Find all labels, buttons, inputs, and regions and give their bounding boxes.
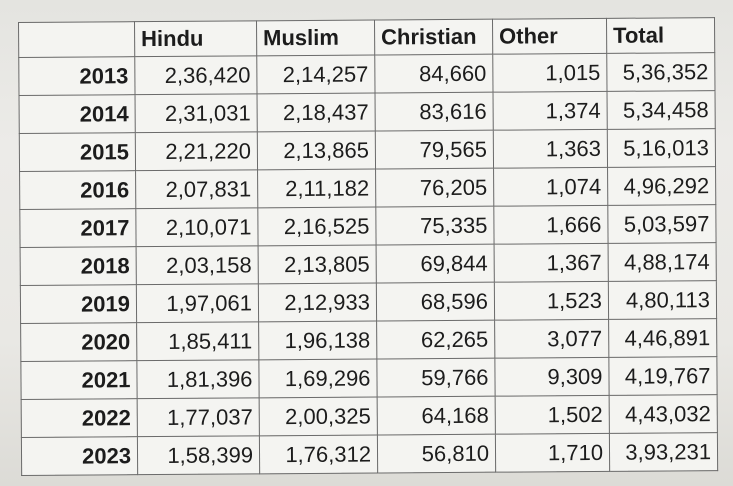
table-row: 2015 2,21,220 2,13,865 79,565 1,363 5,16,013 — [19, 128, 716, 172]
cell-total[interactable]: 4,43,032 — [609, 394, 718, 434]
cell-muslim[interactable]: 1,76,312 — [259, 435, 378, 474]
table-row: 2019 1,97,061 2,12,933 68,596 1,523 4,80,113 — [20, 280, 717, 324]
cell-christian[interactable]: 59,766 — [376, 358, 496, 398]
header-row: Hindu Muslim Christian Other Total — [18, 17, 715, 58]
cell-total[interactable]: 5,16,013 — [607, 128, 716, 168]
column-header-muslim[interactable]: Muslim — [256, 20, 375, 56]
table-body: 2013 2,36,420 2,14,257 84,660 1,015 5,36,352 2… — [18, 52, 718, 476]
table-row: 2022 1,77,037 2,00,325 64,168 1,502 4,43,032 — [21, 394, 718, 438]
cell-other[interactable]: 1,666 — [493, 205, 609, 245]
cell-hindu[interactable]: 1,85,411 — [136, 321, 259, 361]
cell-other[interactable]: 1,363 — [493, 129, 608, 169]
table-row: 2016 2,07,831 2,11,182 76,205 1,074 4,96,292 — [19, 166, 716, 210]
cell-other[interactable]: 1,374 — [493, 91, 608, 131]
row-header-year[interactable]: 2023 — [21, 436, 138, 476]
cell-other[interactable]: 1,074 — [493, 167, 608, 207]
cell-muslim[interactable]: 1,69,296 — [258, 359, 378, 398]
cell-muslim[interactable]: 2,00,325 — [259, 397, 378, 436]
cell-christian[interactable]: 62,265 — [376, 320, 495, 360]
cell-hindu[interactable]: 1,81,396 — [136, 359, 260, 399]
cell-total[interactable]: 4,80,113 — [608, 280, 717, 320]
cell-christian[interactable]: 76,205 — [375, 168, 494, 208]
cell-muslim[interactable]: 2,11,182 — [257, 169, 376, 208]
cell-total[interactable]: 3,93,231 — [609, 432, 718, 472]
row-header-year[interactable]: 2022 — [21, 398, 138, 438]
cell-other[interactable]: 1,015 — [492, 53, 607, 93]
cell-hindu[interactable]: 2,03,158 — [136, 245, 259, 285]
cell-christian[interactable]: 83,616 — [375, 92, 494, 132]
cell-muslim[interactable]: 1,96,138 — [258, 321, 377, 360]
cell-total[interactable]: 5,03,597 — [607, 204, 717, 244]
row-header-year[interactable]: 2020 — [20, 322, 137, 362]
table-row: 2013 2,36,420 2,14,257 84,660 1,015 5,36,352 — [18, 52, 715, 96]
cell-muslim[interactable]: 2,16,525 — [257, 207, 377, 246]
cell-muslim[interactable]: 2,13,805 — [258, 245, 377, 284]
cell-muslim[interactable]: 2,18,437 — [257, 93, 376, 132]
cell-hindu[interactable]: 2,31,031 — [135, 93, 258, 133]
table-row: 2017 2,10,071 2,16,525 75,335 1,666 5,03,597 — [19, 204, 717, 248]
row-header-year[interactable]: 2016 — [19, 170, 136, 210]
column-header-other[interactable]: Other — [492, 18, 607, 55]
table-row: 2018 2,03,158 2,13,805 69,844 1,367 4,88,174 — [20, 242, 717, 286]
cell-other[interactable]: 1,502 — [495, 395, 610, 435]
cell-other[interactable]: 1,710 — [495, 433, 610, 473]
cell-hindu[interactable]: 2,07,831 — [135, 169, 258, 209]
cell-total[interactable]: 4,19,767 — [608, 356, 718, 396]
cell-total[interactable]: 5,34,458 — [606, 90, 716, 130]
column-header-total[interactable]: Total — [606, 17, 715, 54]
cell-total[interactable]: 4,96,292 — [607, 166, 716, 206]
cell-christian[interactable]: 79,565 — [375, 130, 494, 170]
cell-muslim[interactable]: 2,13,865 — [257, 131, 376, 170]
cell-christian[interactable]: 64,168 — [377, 396, 496, 436]
cell-other[interactable]: 1,523 — [494, 281, 609, 321]
cell-christian[interactable]: 56,810 — [377, 434, 496, 474]
row-header-year[interactable]: 2018 — [20, 246, 137, 286]
table-row: 2023 1,58,399 1,76,312 56,810 1,710 3,93,231 — [21, 432, 718, 476]
cell-christian[interactable]: 84,660 — [374, 54, 494, 94]
cell-total[interactable]: 4,88,174 — [608, 242, 717, 282]
cell-total[interactable]: 5,36,352 — [606, 52, 715, 92]
cell-muslim[interactable]: 2,14,257 — [256, 55, 376, 94]
row-header-year[interactable]: 2019 — [20, 284, 137, 324]
cell-hindu[interactable]: 1,77,037 — [137, 397, 260, 437]
table-row: 2020 1,85,411 1,96,138 62,265 3,077 4,46,891 — [20, 318, 717, 362]
cell-hindu[interactable]: 1,58,399 — [137, 435, 260, 475]
table-row: 2021 1,81,396 1,69,296 59,766 9,309 4,19,767 — [20, 356, 718, 400]
cell-christian[interactable]: 75,335 — [375, 206, 495, 246]
cell-other[interactable]: 1,367 — [494, 243, 609, 283]
cell-hindu[interactable]: 2,10,071 — [135, 207, 259, 247]
row-header-year[interactable]: 2017 — [19, 208, 137, 248]
cell-hindu[interactable]: 1,97,061 — [136, 283, 259, 323]
table-row: 2014 2,31,031 2,18,437 83,616 1,374 5,34,458 — [19, 90, 716, 134]
row-header-year[interactable]: 2021 — [20, 360, 138, 400]
cell-christian[interactable]: 68,596 — [376, 282, 495, 322]
cell-other[interactable]: 3,077 — [494, 319, 609, 359]
column-header-christian[interactable]: Christian — [374, 19, 493, 56]
cell-muslim[interactable]: 2,12,933 — [258, 283, 377, 322]
corner-cell[interactable] — [18, 21, 135, 58]
cell-other[interactable]: 9,309 — [494, 357, 610, 397]
data-table: Hindu Muslim Christian Other Total 2013 2… — [18, 17, 718, 476]
row-header-year[interactable]: 2013 — [18, 56, 136, 96]
cell-hindu[interactable]: 2,36,420 — [134, 55, 258, 95]
cell-christian[interactable]: 69,844 — [376, 244, 495, 284]
column-header-hindu[interactable]: Hindu — [134, 20, 257, 57]
cell-total[interactable]: 4,46,891 — [608, 318, 717, 358]
cell-hindu[interactable]: 2,21,220 — [135, 131, 258, 171]
row-header-year[interactable]: 2015 — [19, 132, 136, 172]
row-header-year[interactable]: 2014 — [19, 94, 136, 134]
